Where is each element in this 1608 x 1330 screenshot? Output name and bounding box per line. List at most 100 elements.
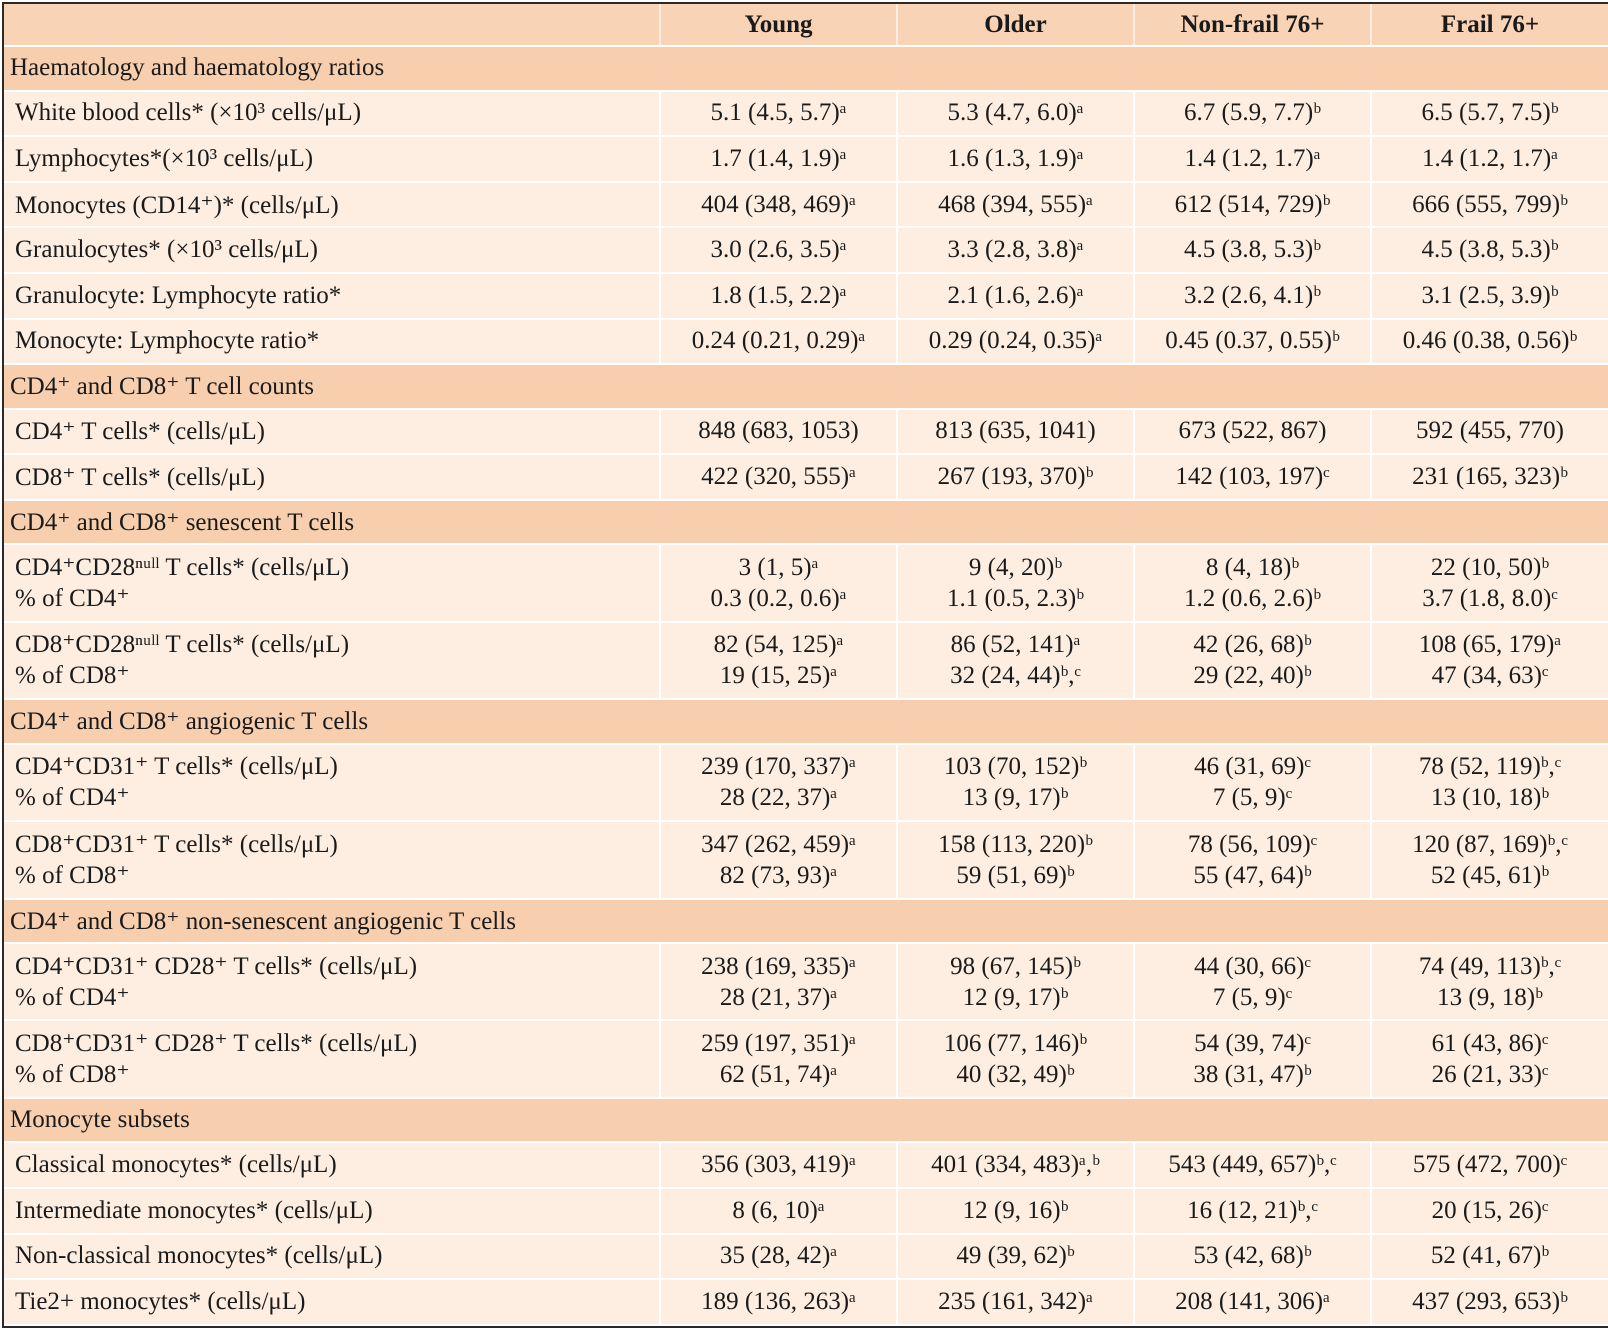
cell-value: 422 (320, 555)ᵃ xyxy=(701,463,856,491)
section-header-row: Monocyte subsets xyxy=(4,1098,1608,1144)
table-row: CD8⁺CD31⁺ CD28⁺ T cells* (cells/μL) % of … xyxy=(4,1021,1608,1099)
table-row: CD8⁺ T cells* (cells/μL) 422 (320, 555)ᵃ 2… xyxy=(4,455,1608,501)
cell-value: 3.0 (2.6, 3.5)ᵃ xyxy=(710,236,847,264)
cell-young: 404 (348, 469)ᵃ xyxy=(661,182,898,229)
measure-label: Classical monocytes* (cells/μL) xyxy=(15,1151,337,1179)
cell-value: 49 (39, 62)ᵇ xyxy=(956,1242,1075,1270)
row-label: Intermediate monocytes* (cells/μL) xyxy=(4,1188,661,1235)
cell-older: 12 (9, 16)ᵇ xyxy=(898,1188,1135,1235)
cell-frail-76: 575 (472, 700)ᶜ xyxy=(1372,1143,1608,1189)
cell-percent: 40 (32, 49)ᵇ xyxy=(956,1061,1075,1089)
cell-young: 259 (197, 351)ᵃ 62 (51, 74)ᵃ xyxy=(661,1021,898,1099)
measure-label: CD8⁺CD31⁺ T cells* (cells/μL) xyxy=(15,830,338,858)
row-label: Monocytes (CD14⁺)* (cells/μL) xyxy=(4,182,661,229)
cell-older: 9 (4, 20)ᵇ 1.1 (0.5, 2.3)ᵇ xyxy=(898,545,1135,623)
table-row: Intermediate monocytes* (cells/μL) 8 (6, … xyxy=(4,1188,1608,1235)
cell-value: 42 (26, 68)ᵇ xyxy=(1193,631,1312,659)
cell-value: 1.7 (1.4, 1.9)ᵃ xyxy=(710,144,847,172)
cell-non-frail-76: 54 (39, 74)ᶜ 38 (31, 47)ᵇ xyxy=(1135,1021,1372,1099)
cell-percent: 32 (24, 44)ᵇ,ᶜ xyxy=(950,662,1081,690)
percent-label: % of CD4⁺ xyxy=(15,983,130,1011)
row-label: CD4⁺CD31⁺ CD28⁺ T cells* (cells/μL) % of … xyxy=(4,944,661,1022)
cell-value: 189 (136, 263)ᵃ xyxy=(701,1288,856,1316)
cell-value: 1.4 (1.2, 1.7)ᵃ xyxy=(1184,144,1321,172)
section-title: CD4⁺ and CD8⁺ non-senescent angiogenic T… xyxy=(4,899,1608,945)
header-young: Young xyxy=(661,4,898,47)
measure-label: CD8⁺CD31⁺ CD28⁺ T cells* (cells/μL) xyxy=(15,1030,418,1058)
cell-percent: 55 (47, 64)ᵇ xyxy=(1193,861,1312,889)
cell-non-frail-76: 0.45 (0.37, 0.55)ᵇ xyxy=(1135,319,1372,366)
cell-frail-76: 74 (49, 113)ᵇ,ᶜ 13 (9, 18)ᵇ xyxy=(1372,944,1608,1022)
cell-value: 231 (165, 323)ᵇ xyxy=(1412,463,1568,491)
row-label: CD8⁺CD28ⁿᵘˡˡ T cells* (cells/μL) % of CD8… xyxy=(4,622,661,701)
cell-frail-76: 120 (87, 169)ᵇ,ᶜ 52 (45, 61)ᵇ xyxy=(1372,822,1608,900)
table-header: Young Older Non-frail 76+ Frail 76+ xyxy=(4,4,1608,47)
cell-value: 437 (293, 653)ᵇ xyxy=(1412,1288,1568,1316)
cell-value: 54 (39, 74)ᶜ xyxy=(1194,1030,1311,1058)
measure-label: CD4⁺CD31⁺ CD28⁺ T cells* (cells/μL) xyxy=(15,952,418,980)
cell-older: 235 (161, 342)ᵃ xyxy=(898,1280,1135,1326)
section-title: CD4⁺ and CD8⁺ angiogenic T cells xyxy=(4,700,1608,745)
cell-value: 158 (113, 220)ᵇ xyxy=(938,830,1093,858)
cell-value: 0.24 (0.21, 0.29)ᵃ xyxy=(691,327,866,355)
row-label: Monocyte: Lymphocyte ratio* xyxy=(4,319,661,366)
cell-value: 575 (472, 700)ᶜ xyxy=(1412,1151,1568,1179)
cell-older: 98 (67, 145)ᵇ 12 (9, 17)ᵇ xyxy=(898,944,1135,1022)
row-label: CD8⁺CD31⁺ T cells* (cells/μL) % of CD8⁺ xyxy=(4,822,661,900)
section-header-row: CD4⁺ and CD8⁺ senescent T cells xyxy=(4,500,1608,546)
cell-frail-76: 3.1 (2.5, 3.9)ᵇ xyxy=(1372,273,1608,320)
row-label: Granulocytes* (×10³ cells/μL) xyxy=(4,228,661,274)
cell-non-frail-76: 44 (30, 66)ᶜ 7 (5, 9)ᶜ xyxy=(1135,944,1372,1022)
cell-frail-76: 78 (52, 119)ᵇ,ᶜ 13 (10, 18)ᵇ xyxy=(1372,744,1608,823)
table-row: Tie2+ monocytes* (cells/μL) 189 (136, 263… xyxy=(4,1280,1608,1326)
cell-value: 468 (394, 555)ᵃ xyxy=(938,190,1093,218)
cell-frail-76: 61 (43, 86)ᶜ 26 (21, 33)ᶜ xyxy=(1372,1021,1608,1099)
row-label: Tie2+ monocytes* (cells/μL) xyxy=(4,1280,661,1326)
cell-frail-76: 52 (41, 67)ᵇ xyxy=(1372,1234,1608,1281)
cell-value: 120 (87, 169)ᵇ,ᶜ xyxy=(1412,830,1568,858)
cell-value: 8 (6, 10)ᵃ xyxy=(732,1196,825,1224)
cell-value: 3.3 (2.8, 3.8)ᵃ xyxy=(947,236,1084,264)
table-row: Non-classical monocytes* (cells/μL) 35 (2… xyxy=(4,1234,1608,1281)
cell-non-frail-76: 78 (56, 109)ᶜ 55 (47, 64)ᵇ xyxy=(1135,822,1372,900)
table-body: Haematology and haematology ratios White … xyxy=(4,47,1608,1326)
cell-older: 103 (70, 152)ᵇ 13 (9, 17)ᵇ xyxy=(898,744,1135,823)
table-row: Classical monocytes* (cells/μL) 356 (303,… xyxy=(4,1143,1608,1189)
row-label: CD4⁺ T cells* (cells/μL) xyxy=(4,409,661,456)
cell-percent: 13 (10, 18)ᵇ xyxy=(1430,784,1550,812)
section-title: CD4⁺ and CD8⁺ T cell counts xyxy=(4,365,1608,410)
cell-young: 1.7 (1.4, 1.9)ᵃ xyxy=(661,137,898,183)
section-title: Haematology and haematology ratios xyxy=(4,47,1608,92)
cell-value: 848 (683, 1053) xyxy=(698,417,859,445)
cell-value: 4.5 (3.8, 5.3)ᵇ xyxy=(1421,236,1559,264)
cell-percent: 62 (51, 74)ᵃ xyxy=(719,1061,838,1089)
measure-label: Granulocytes* (×10³ cells/μL) xyxy=(15,236,318,264)
header-row: Young Older Non-frail 76+ Frail 76+ xyxy=(4,4,1608,47)
cell-older: 5.3 (4.7, 6.0)ᵃ xyxy=(898,91,1135,138)
cell-frail-76: 231 (165, 323)ᵇ xyxy=(1372,455,1608,501)
cell-percent: 3.7 (1.8, 8.0)ᶜ xyxy=(1422,585,1558,613)
header-non-frail-76: Non-frail 76+ xyxy=(1135,4,1372,47)
cell-frail-76: 437 (293, 653)ᵇ xyxy=(1372,1280,1608,1326)
cell-frail-76: 22 (10, 50)ᵇ 3.7 (1.8, 8.0)ᶜ xyxy=(1372,545,1608,623)
cell-older: 1.6 (1.3, 1.9)ᵃ xyxy=(898,137,1135,183)
percent-label: % of CD8⁺ xyxy=(15,662,130,690)
percent-label: % of CD4⁺ xyxy=(15,784,130,812)
cell-non-frail-76: 8 (4, 18)ᵇ 1.2 (0.6, 2.6)ᵇ xyxy=(1135,545,1372,623)
cell-value: 1.6 (1.3, 1.9)ᵃ xyxy=(947,144,1084,172)
row-label: CD4⁺CD31⁺ T cells* (cells/μL) % of CD4⁺ xyxy=(4,744,661,823)
row-label: CD4⁺CD28ⁿᵘˡˡ T cells* (cells/μL) % of CD4… xyxy=(4,545,661,623)
cell-young: 347 (262, 459)ᵃ 82 (73, 93)ᵃ xyxy=(661,822,898,900)
cell-value: 0.29 (0.24, 0.35)ᵃ xyxy=(928,327,1103,355)
cell-frail-76: 4.5 (3.8, 5.3)ᵇ xyxy=(1372,228,1608,274)
cell-percent: 28 (22, 37)ᵃ xyxy=(719,784,838,812)
cell-value: 98 (67, 145)ᵇ xyxy=(950,952,1081,980)
cell-value: 673 (522, 867) xyxy=(1178,417,1327,445)
table-row: Lymphocytes*(×10³ cells/μL) 1.7 (1.4, 1.9… xyxy=(4,137,1608,183)
cell-frail-76: 666 (555, 799)ᵇ xyxy=(1372,182,1608,229)
cell-value: 6.7 (5.9, 7.7)ᵇ xyxy=(1184,99,1321,127)
cell-value: 1.4 (1.2, 1.7)ᵃ xyxy=(1422,144,1558,172)
cell-non-frail-76: 543 (449, 657)ᵇ,ᶜ xyxy=(1135,1143,1372,1189)
cell-value: 2.1 (1.6, 2.6)ᵃ xyxy=(947,281,1084,309)
cell-older: 106 (77, 146)ᵇ 40 (32, 49)ᵇ xyxy=(898,1021,1135,1099)
